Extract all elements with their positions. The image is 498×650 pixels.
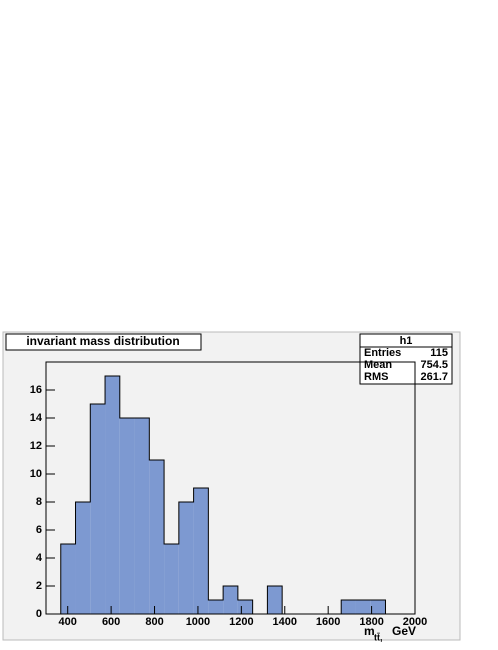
stats-key: RMS: [364, 371, 388, 383]
stats-key: Mean: [364, 359, 392, 371]
bar: [267, 586, 283, 614]
frame-border: [45, 361, 416, 615]
x-label: m: [364, 624, 375, 638]
x-label-sub: tt̄,: [374, 632, 383, 642]
stats-name: h1: [400, 335, 413, 347]
x-tick-label: 800: [145, 616, 163, 628]
x-tick-label: 1400: [273, 616, 297, 628]
stats-value: 261.7: [420, 371, 448, 383]
stats-value: 115: [430, 347, 448, 359]
x-tick-label: 600: [102, 616, 120, 628]
y-tick-label: 14: [30, 412, 43, 424]
bar: [134, 418, 150, 614]
x-tick-label: 1600: [316, 616, 340, 628]
stats-box: h1 Entries 115 Mean 754.5 RMS 261.7: [359, 333, 453, 385]
x-tick-label: 1200: [229, 616, 253, 628]
bar: [370, 600, 386, 614]
y-tick-label: 0: [36, 608, 42, 620]
bar: [178, 502, 194, 614]
bar: [105, 376, 120, 614]
bar: [208, 600, 224, 614]
bar: [60, 544, 76, 614]
bar: [237, 600, 253, 614]
y-tick-label: 12: [30, 440, 42, 452]
bar: [149, 460, 165, 614]
y-tick-label: 8: [36, 496, 42, 508]
bar: [355, 600, 371, 614]
y-tick-label: 2: [36, 580, 42, 592]
y-tick-label: 6: [36, 524, 42, 536]
bar: [164, 544, 179, 614]
y-tick-label: 16: [30, 384, 42, 396]
chart-title: invariant mass distribution: [26, 334, 179, 348]
stats-frame: [359, 333, 453, 385]
x-tick-label: 400: [59, 616, 77, 628]
x-label-unit: GeV: [392, 624, 416, 638]
x-tick-label: 2000: [403, 616, 427, 628]
bar: [75, 502, 91, 614]
y-tick-label: 10: [30, 468, 42, 480]
y-tick-label: 4: [36, 552, 43, 564]
title-box: [5, 333, 202, 351]
bar: [223, 586, 238, 614]
x-tick-label: 1800: [359, 616, 383, 628]
x-tick-label: 1000: [186, 616, 210, 628]
bar: [193, 488, 209, 614]
bar: [119, 418, 135, 614]
bar: [341, 600, 356, 614]
bar: [90, 404, 106, 614]
stats-value: 754.5: [420, 359, 448, 371]
stats-key: Entries: [364, 347, 401, 359]
